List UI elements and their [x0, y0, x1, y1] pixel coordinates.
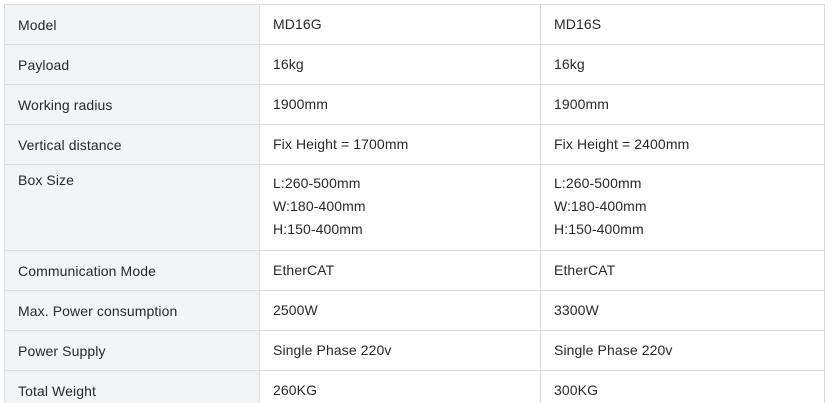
table-row-vertical-distance: Vertical distance Fix Height = 1700mm Fi… [4, 124, 825, 165]
table-row-box-size: Box Size L:260-500mm W:180-400mm H:150-4… [4, 164, 825, 251]
value-md16s: EtherCAT [540, 250, 825, 291]
value-md16s: L:260-500mm W:180-400mm H:150-400mm [540, 164, 825, 251]
value-md16g: 2500W [259, 290, 541, 331]
value-md16s: 3300W [540, 290, 825, 331]
row-label: Model [4, 4, 260, 45]
value-md16g: 16kg [259, 44, 541, 85]
row-label: Communication Mode [4, 250, 260, 291]
row-label: Total Weight [4, 370, 260, 403]
value-md16g: EtherCAT [259, 250, 541, 291]
value-md16g: 1900mm [259, 84, 541, 125]
value-md16s: Fix Height = 2400mm [540, 124, 825, 165]
row-label: Working radius [4, 84, 260, 125]
row-label: Power Supply [4, 330, 260, 371]
row-label: Payload [4, 44, 260, 85]
table-row-max-power-consumption: Max. Power consumption 2500W 3300W [4, 290, 825, 331]
value-md16g: Fix Height = 1700mm [259, 124, 541, 165]
value-md16g: MD16G [259, 4, 541, 45]
spec-table: Model MD16G MD16S Payload 16kg 16kg Work… [4, 4, 825, 403]
table-row-communication-mode: Communication Mode EtherCAT EtherCAT [4, 250, 825, 291]
table-row-working-radius: Working radius 1900mm 1900mm [4, 84, 825, 125]
value-md16s: 300KG [540, 370, 825, 403]
value-md16s: Single Phase 220v [540, 330, 825, 371]
value-md16g: Single Phase 220v [259, 330, 541, 371]
table-row-model: Model MD16G MD16S [4, 4, 825, 45]
value-md16s: 1900mm [540, 84, 825, 125]
table-row-payload: Payload 16kg 16kg [4, 44, 825, 85]
row-label: Vertical distance [4, 124, 260, 165]
table-row-power-supply: Power Supply Single Phase 220v Single Ph… [4, 330, 825, 371]
value-md16s: MD16S [540, 4, 825, 45]
value-md16g: 260KG [259, 370, 541, 403]
row-label: Box Size [4, 164, 260, 251]
value-md16s: 16kg [540, 44, 825, 85]
value-md16g: L:260-500mm W:180-400mm H:150-400mm [259, 164, 541, 251]
table-row-total-weight: Total Weight 260KG 300KG [4, 370, 825, 403]
row-label: Max. Power consumption [4, 290, 260, 331]
